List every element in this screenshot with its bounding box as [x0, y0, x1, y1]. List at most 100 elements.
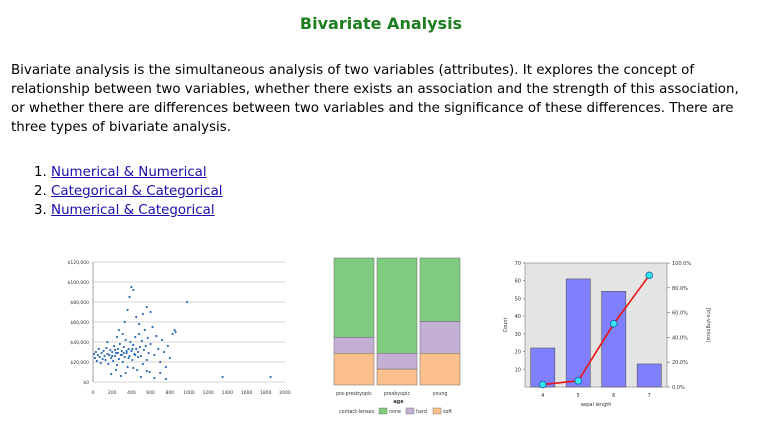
intro-paragraph: Bivariate analysis is the simultaneous a… — [11, 63, 739, 135]
y-tick-label: $60,000 — [70, 320, 89, 326]
x-tick-label: 0 — [92, 390, 95, 396]
y-tick-label: 40 — [515, 314, 521, 320]
scatter-point — [132, 288, 135, 292]
scatter-point — [171, 332, 174, 336]
scatter-point — [101, 357, 104, 361]
x-tick-label: young — [433, 392, 448, 397]
x-tick-label: pre-presbyopic — [336, 391, 372, 397]
scatter-point — [114, 368, 118, 372]
y-axis-label: Count — [503, 318, 509, 333]
scatter-point — [123, 320, 126, 324]
scatter-point — [113, 344, 116, 348]
scatter-point — [103, 354, 106, 358]
scatter-point — [115, 335, 119, 339]
scatter-point — [127, 356, 130, 360]
scatter-point — [164, 365, 168, 369]
bar-segment-none — [419, 257, 461, 322]
scatter-point — [174, 330, 177, 334]
scatter-point — [137, 350, 140, 354]
y2-axis-label: [Iris-virginica] — [705, 308, 711, 342]
x-tick-label: 800 — [166, 390, 175, 396]
x-tick-label: 1600 — [241, 390, 253, 396]
list-item: 3. Numerical & Categorical — [34, 201, 223, 220]
scatter-point — [221, 375, 224, 379]
x-tick-label: 200 — [108, 390, 117, 396]
scatter-point — [153, 353, 156, 357]
bar-segment-hard — [333, 337, 375, 354]
x-tick-label: 1800 — [260, 390, 272, 396]
scatter-point — [113, 354, 117, 358]
scatter-point — [127, 347, 130, 351]
x-tick-label: 600 — [146, 390, 155, 396]
list-number: 2. — [34, 184, 47, 199]
y2-tick-label: 60.0% — [672, 311, 688, 317]
scatter-point — [147, 351, 150, 355]
scatter-point — [99, 361, 102, 365]
scatter-point — [105, 346, 108, 350]
scatter-point — [135, 347, 138, 351]
scatter-point — [137, 355, 140, 359]
scatter-point — [159, 371, 162, 375]
legend-label: soft — [443, 409, 452, 415]
x-tick-label: 5 — [577, 393, 580, 399]
scatter-point — [106, 352, 109, 356]
list-item: 1. Numerical & Numerical — [34, 163, 223, 182]
cumulative-point — [574, 377, 582, 385]
x-tick-label: 1200 — [202, 390, 214, 396]
scatter-point — [164, 377, 168, 381]
scatter-point — [148, 370, 151, 374]
y-tick-label: $20,000 — [70, 360, 89, 366]
y2-tick-label: 100.0% — [672, 261, 691, 267]
analysis-types-list: 1. Numerical & Numerical 2. Categorical … — [34, 163, 223, 220]
scatter-point — [134, 335, 137, 339]
page-title: Bivariate Analysis — [299, 14, 463, 33]
x-tick-label: 7 — [648, 393, 651, 399]
scatter-point — [173, 328, 176, 332]
scatter-point — [123, 355, 126, 359]
scatter-point — [125, 349, 128, 353]
scatter-point — [130, 349, 133, 353]
y2-tick-label: 40.0% — [672, 335, 688, 341]
y2-tick-label: 80.0% — [672, 286, 688, 292]
scatter-point — [145, 369, 148, 373]
bar-segment-none — [376, 257, 418, 354]
scatter-point — [128, 295, 131, 299]
scatter-point — [131, 358, 134, 362]
y-tick-label: 10 — [515, 367, 521, 373]
scatter-point — [145, 358, 148, 362]
scatter-point — [102, 349, 105, 353]
x-axis-label: sepal length — [581, 402, 612, 408]
scatter-point — [137, 322, 141, 326]
scatter-point — [104, 358, 107, 362]
scatter-point — [129, 340, 132, 344]
scatter-point — [141, 362, 145, 366]
scatter-point — [119, 374, 122, 378]
histogram-bar — [530, 347, 556, 388]
scatter-point — [146, 336, 149, 340]
link-numerical-numerical[interactable]: Numerical & Numerical — [51, 165, 207, 180]
scatter-point — [126, 308, 129, 312]
scatter-point — [96, 353, 99, 357]
scatter-point — [162, 350, 166, 354]
y-tick-label: $80,000 — [70, 300, 89, 306]
scatter-point — [139, 375, 143, 379]
legend-label: none — [389, 410, 401, 415]
bar-segment-none — [333, 257, 375, 338]
x-tick-label: 400 — [127, 390, 136, 396]
scatter-point — [137, 332, 141, 336]
scatter-chart: $0 $20,000 $40,000 $60,000 $80,000 $100,000 $1… — [68, 260, 291, 396]
link-categorical-categorical[interactable]: Categorical & Categorical — [51, 184, 223, 199]
legend-swatch — [378, 407, 388, 415]
scatter-point — [100, 351, 103, 355]
scatter-point — [145, 305, 148, 309]
scatter-point — [97, 347, 100, 351]
histogram-chart: 10 20 30 40 50 60 70 0.0% 20.0% 40.0% 60.0% 80.0% 10… — [503, 261, 711, 408]
scatter-point — [109, 348, 112, 352]
scatter-point — [125, 351, 128, 355]
scatter-point — [115, 363, 119, 367]
scatter-point — [118, 342, 121, 346]
scatter-point — [122, 351, 125, 355]
scatter-point — [111, 354, 114, 358]
x-axis-label: age — [393, 399, 404, 405]
link-numerical-categorical[interactable]: Numerical & Categorical — [51, 203, 215, 218]
